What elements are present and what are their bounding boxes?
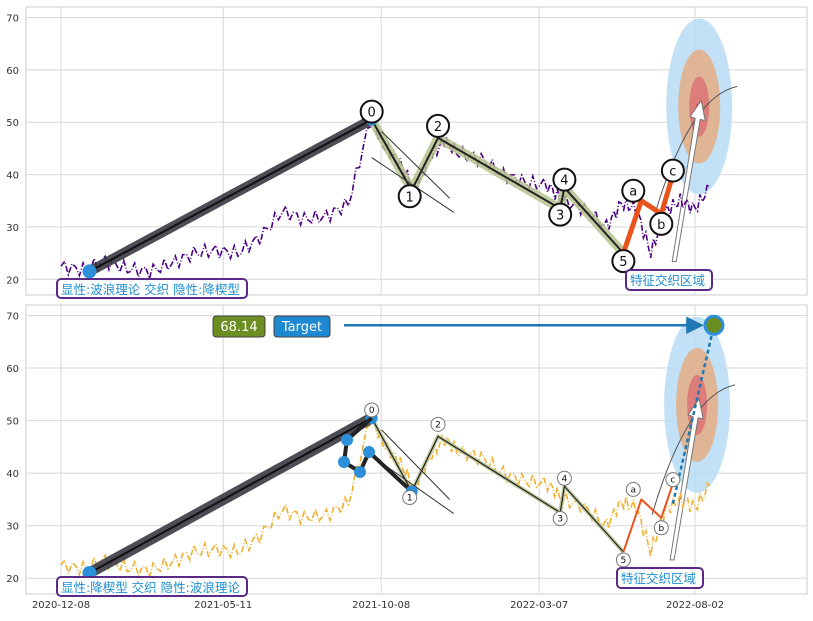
wave-label-circle	[649, 211, 674, 236]
wave-label-circle	[359, 99, 384, 124]
y-tick-label: 40	[6, 171, 19, 182]
x-tick-label: 2021-05-11	[194, 600, 252, 611]
wave-label-circle	[364, 402, 380, 418]
wave-label-circle	[665, 472, 681, 488]
wave-label-5: 5	[621, 556, 627, 566]
wedge-pattern-marker	[354, 466, 366, 478]
top-zone-label-box: 特征交织区域	[625, 269, 713, 291]
wave-label-circle	[552, 511, 568, 527]
wave-label-b: b	[657, 218, 665, 233]
wave-label-2: 2	[435, 420, 441, 430]
y-tick-label: 40	[6, 469, 19, 480]
wave-label-a: a	[629, 185, 637, 200]
wave-label-4: 4	[562, 474, 568, 484]
wave-label-circle	[611, 249, 636, 274]
label-layer: 0 1 2 3 4 5 a b c 0 1 2 3 4 5 a b c	[359, 99, 685, 568]
y-tick-label: 60	[6, 66, 19, 77]
wave-label-1: 1	[406, 190, 414, 205]
wave-label-circle	[397, 184, 422, 209]
x-tick-label: 2022-08-02	[666, 600, 724, 611]
y-tick-label: 70	[6, 312, 19, 323]
wave-label-circle	[430, 416, 446, 432]
wave-label-circle	[621, 178, 646, 203]
wave-line	[370, 119, 625, 254]
y-tick-label: 60	[6, 364, 19, 375]
wave-label-0: 0	[368, 106, 376, 121]
wave-label-4: 4	[560, 174, 568, 189]
y-tick-label: 20	[6, 275, 19, 286]
wave-label-circle	[660, 158, 685, 183]
target-value-badge: 68.14	[212, 315, 266, 338]
target-zone-layer	[651, 18, 738, 561]
wave-label-c: c	[669, 165, 676, 180]
wedge-pattern-marker	[363, 446, 375, 458]
bottom-zone-label: 特征交织区域	[621, 571, 696, 586]
wave-label-3: 3	[557, 515, 563, 525]
projection-arrow	[669, 397, 704, 561]
wave-label-circle	[552, 167, 577, 192]
wave-label-circle	[615, 552, 631, 568]
target-point-marker	[703, 314, 725, 336]
wave-label-circle	[625, 481, 641, 497]
wave-label-circle	[556, 470, 572, 486]
x-tick-label: 2020-12-08	[32, 600, 90, 611]
wave-label-c: c	[670, 476, 675, 486]
top-pattern-label: 显性:波浪理论 交织 隐性:降楔型	[61, 282, 240, 297]
wave-label-circle	[548, 202, 573, 227]
wave-label-a: a	[631, 485, 637, 495]
wave-label-circle	[402, 490, 418, 506]
projection-arc	[651, 384, 736, 515]
correction-line	[622, 483, 674, 553]
y-tick-label: 70	[6, 13, 19, 24]
y-tick-label: 30	[6, 223, 19, 234]
start-point-marker	[82, 264, 97, 279]
projection-arc	[653, 86, 738, 217]
wave-label-circle	[653, 520, 669, 536]
target-label-badge: Target	[273, 315, 331, 338]
y-tick-label: 20	[6, 574, 19, 585]
projection-arrow	[671, 99, 706, 262]
impulse-line	[88, 417, 373, 574]
top-pattern-label-box: 显性:波浪理论 交织 隐性:降楔型	[56, 278, 248, 299]
wave-label-b: b	[658, 524, 664, 534]
wave-label-3: 3	[556, 209, 564, 224]
target-projection-line	[671, 325, 716, 504]
wedge-line-upper	[381, 131, 451, 199]
y-tick-label: 30	[6, 522, 19, 533]
bottom-zone-label-box: 特征交织区域	[616, 567, 704, 589]
x-tick-label: 2022-03-07	[510, 600, 568, 611]
wave-label-circle	[426, 113, 451, 138]
wave-label-0: 0	[369, 406, 375, 416]
wedge-line-upper	[381, 429, 451, 500]
wave-label-1: 1	[407, 494, 413, 504]
wave-label-2: 2	[434, 120, 442, 135]
bottom-pattern-label-box: 显性:降楔型 交织 隐性:波浪理论	[56, 576, 248, 597]
y-tick-label: 50	[6, 118, 19, 129]
top-zone-label: 特征交织区域	[630, 273, 705, 288]
target-value-label: 68.14	[220, 320, 257, 335]
impulse-line	[88, 118, 373, 273]
bottom-pattern-label: 显性:降楔型 交织 隐性:波浪理论	[61, 580, 240, 595]
wedge-pattern-marker	[341, 434, 353, 446]
y-tick-label: 50	[6, 417, 19, 428]
wave-label-5: 5	[619, 255, 627, 270]
wedge-pattern-marker	[338, 456, 350, 468]
wave-layer	[82, 113, 725, 580]
correction-line	[621, 173, 676, 254]
x-tick-label: 2021-10-08	[352, 600, 410, 611]
target-label: Target	[281, 320, 322, 335]
